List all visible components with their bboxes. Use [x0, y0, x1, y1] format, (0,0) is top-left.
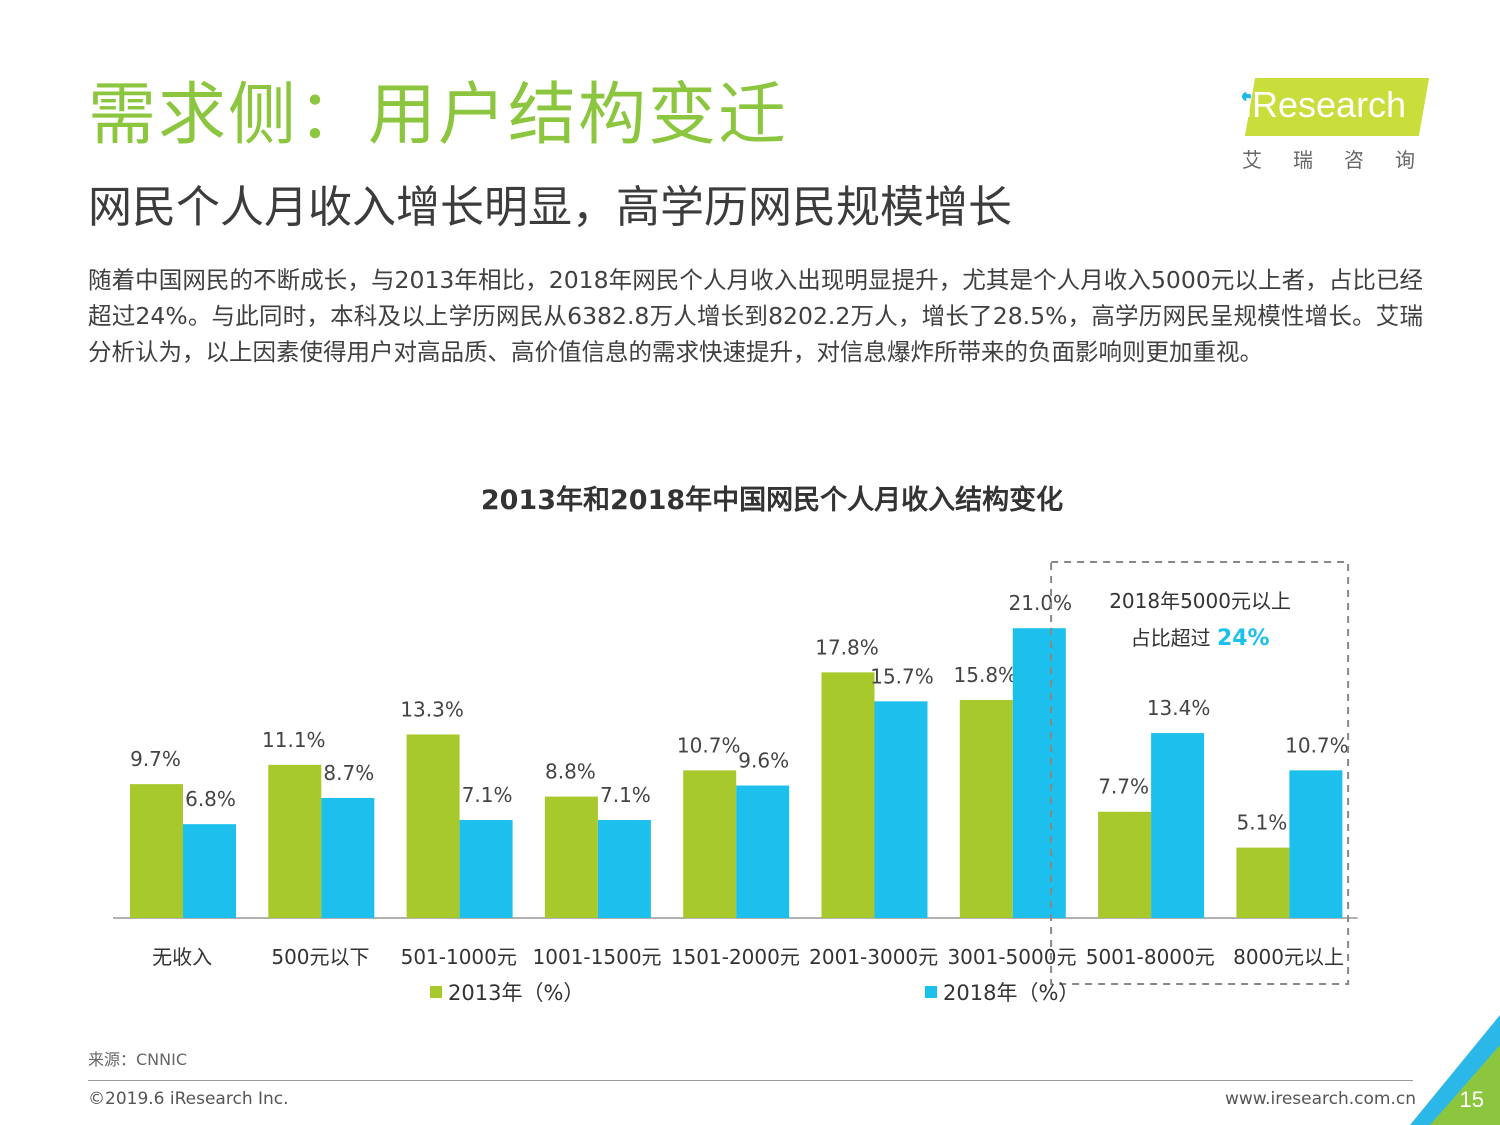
data-label: 9.7% — [130, 747, 181, 771]
logo-text: iResearch — [1244, 84, 1407, 125]
data-label: 5.1% — [1236, 811, 1287, 835]
bar-2013 — [821, 672, 875, 918]
data-label: 9.6% — [738, 749, 789, 773]
data-label: 13.3% — [400, 697, 464, 721]
bar-2013 — [268, 764, 322, 918]
data-label: 15.7% — [870, 664, 934, 688]
page-title: 需求侧：用户结构变迁 — [88, 76, 789, 155]
corner-decoration — [1410, 1015, 1500, 1125]
bar-2013 — [1098, 811, 1152, 918]
bar-2013 — [1236, 847, 1290, 918]
bar-2018 — [1151, 733, 1205, 918]
x-tick-label: 500元以下 — [271, 945, 369, 969]
x-tick-label: 501-1000元 — [401, 945, 517, 969]
logo-dot-icon — [1242, 92, 1251, 101]
x-tick-label: 1501-2000元 — [671, 945, 800, 969]
chart-title: 2013年和2018年中国网民个人月收入结构变化 — [480, 485, 1064, 516]
annotation-highlight: 24% — [1217, 626, 1270, 651]
logo-cn-text: 艾瑞咨询 — [1242, 148, 1446, 172]
x-tick-label: 8000元以上 — [1233, 945, 1344, 969]
legend-2018: 2018年（%） — [925, 977, 1079, 1007]
x-tick-label: 1001-1500元 — [533, 945, 662, 969]
data-label: 17.8% — [815, 635, 879, 659]
copyright: ©2019.6 iResearch Inc. — [88, 1089, 289, 1109]
data-label: 7.7% — [1098, 775, 1149, 799]
x-tick-label: 3001-5000元 — [947, 945, 1076, 969]
income-bar-chart: 9.7%6.8% 无收入 11.1% 8.7% 500元以下 13.3% 7.1% 501-1… — [113, 561, 1358, 985]
bar-2018 — [459, 820, 513, 918]
annotation-line1: 2018年5000元以上 — [1109, 589, 1291, 613]
annotation-line2: 占比超过 24% — [1131, 626, 1270, 651]
bar-2018 — [321, 797, 375, 918]
legend-swatch-2018 — [925, 986, 937, 998]
bar-2013 — [683, 770, 737, 918]
body-paragraph: 随着中国网民的不断成长，与2013年相比，2018年网民个人月收入出现明显提升，… — [88, 266, 1423, 366]
bar-2018 — [1012, 628, 1066, 918]
data-label: 8.8% — [545, 760, 596, 784]
x-tick-label: 5001-8000元 — [1086, 945, 1215, 969]
legend-label-2013: 2013年（%） — [448, 981, 585, 1005]
bar-2018 — [874, 701, 928, 918]
bar-2013 — [130, 784, 183, 918]
bar-2018 — [597, 820, 651, 918]
bar-2018 — [736, 785, 790, 918]
bar-2013 — [959, 699, 1013, 918]
data-label: 11.1% — [262, 728, 326, 752]
legend-label-2018: 2018年（%） — [943, 981, 1080, 1005]
page-number: 15 — [1459, 1087, 1484, 1112]
x-tick-label: 无收入 — [152, 945, 212, 969]
source-note: 来源：CNNIC — [88, 1050, 188, 1069]
x-tick-label: 2001-3000元 — [809, 945, 938, 969]
bar-2013 — [406, 734, 460, 918]
page-subtitle: 网民个人月收入增长明显，高学历网民规模增长 — [88, 182, 1012, 233]
data-label: 10.7% — [1285, 733, 1349, 757]
data-label: 15.8% — [954, 663, 1018, 687]
data-label: 7.1% — [600, 783, 651, 807]
bar-2013 — [544, 796, 598, 918]
data-label: 21.0% — [1009, 591, 1073, 615]
data-label: 6.8% — [185, 787, 236, 811]
bar-2018 — [183, 824, 236, 918]
footer-divider — [88, 1080, 1413, 1081]
data-label: 8.7% — [323, 761, 374, 785]
data-label: 7.1% — [462, 783, 513, 807]
website-link[interactable]: www.iresearch.com.cn — [1224, 1089, 1416, 1109]
data-label: 10.7% — [677, 733, 741, 757]
highlight-box — [1050, 561, 1350, 985]
legend-swatch-2013 — [430, 986, 442, 998]
iresearch-logo: iResearch 艾瑞咨询 — [1236, 78, 1430, 172]
legend-2013: 2013年（%） — [430, 977, 584, 1007]
bar-2018 — [1289, 770, 1343, 918]
data-label: 13.4% — [1147, 696, 1211, 720]
